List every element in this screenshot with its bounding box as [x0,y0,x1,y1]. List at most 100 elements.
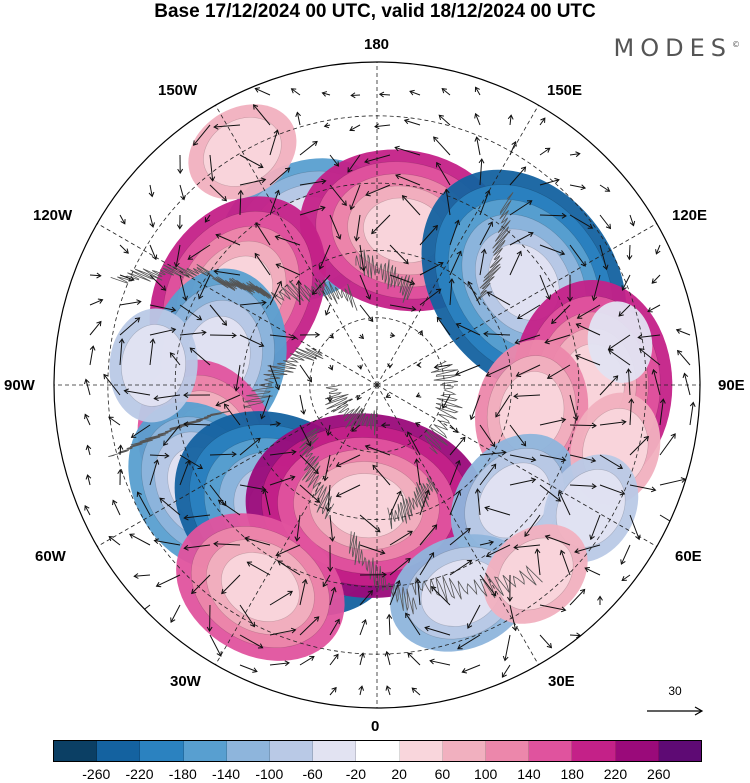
wind-arrow [539,147,551,156]
wind-arrow [569,184,587,191]
wind-arrow [539,177,560,186]
wind-arrow [449,490,462,516]
wind-arrow [597,595,603,606]
wind-arrow [513,393,541,400]
wind-arrow [269,167,291,186]
wind-arrow [441,88,451,96]
colorbar-swatch [615,741,659,761]
wind-arrow [359,544,386,555]
wind-arrow [629,484,657,493]
wind-arrow [621,274,631,291]
wind-arrow [629,435,650,456]
label-120e: 120E [672,207,708,224]
wind-arrow [389,490,402,516]
wind-arrow [269,590,293,606]
wind-arrow [394,145,421,156]
wind-arrow [209,154,216,182]
wind-arrow [469,394,481,421]
wind-arrow [401,195,421,216]
label-0: 0 [371,718,380,735]
wind-arrow [119,299,142,306]
wind-arrow [539,484,562,502]
wind-arrow [509,250,522,276]
wind-arrow [277,560,301,576]
colorbar-tick-label: -180 [168,766,197,782]
wind-arrow [209,304,228,326]
wind-arrow [324,304,331,316]
coastline-segment [110,264,214,284]
wind-arrow [329,514,336,542]
wind-arrow [467,280,481,306]
wind-arrow [170,604,181,623]
coastline-segment [355,249,415,303]
wind-arrow [189,347,211,366]
colorbar-tick-label: 220 [603,766,628,782]
wind-arrow [149,459,160,486]
wind-arrow [479,248,487,276]
wind-arrow [419,524,438,546]
coastline-segment [298,428,335,520]
wind-arrow [204,214,211,223]
wind-arrow [177,154,184,175]
wind-arrow [651,274,661,284]
wind-arrow [436,161,451,186]
wind-arrow [299,484,321,503]
wind-arrow [677,349,691,366]
wind-arrow [449,436,466,456]
wind-arrow [123,388,151,396]
wind-arrow [567,274,573,302]
wind-arrow [449,527,471,546]
wind-arrow [329,214,342,240]
graticule [54,62,700,708]
wind-arrow [569,483,597,490]
label-30e: 30E [548,673,575,690]
brand-logo: MODES© [613,34,740,62]
wind-arrow [321,91,331,97]
colorbar-swatch [572,741,616,761]
wind-arrow [515,364,541,378]
colorbar-tick-label: 140 [517,766,541,782]
wind-arrow [357,364,363,370]
wind-arrow [358,685,365,696]
wind-arrow [539,212,567,219]
wind-arrow [509,477,537,486]
wind-arrow [294,514,301,542]
wind-arrow [350,92,361,99]
wind-arrow [136,491,151,516]
wind-arrow [485,544,511,558]
wind-arrow [557,490,571,516]
wind-arrow [539,417,567,426]
wind-arrow [149,214,155,228]
wind-arrow [159,497,181,516]
wind-arrow [274,234,301,246]
wind-arrow [599,184,611,192]
colorbar-swatch [313,741,357,761]
wind-arrow [389,244,409,265]
wind-arrow [419,288,442,306]
wind-arrow [618,304,631,317]
wind-arrow [353,214,361,242]
wind-arrow [329,653,339,666]
wind-arrow [299,331,321,338]
wind-arrow [569,454,597,463]
coastline-segment [476,192,514,302]
wind-arrow [479,539,495,546]
wind-arrow [209,634,222,657]
wind-arrow [448,278,455,306]
wind-arrow [192,124,211,146]
wind-arrow [364,444,391,456]
wind-arrow [501,664,511,678]
wind-arrow [485,364,511,377]
wind-arrow [455,322,481,336]
meridian-line [376,384,657,547]
wind-arrow [85,444,92,456]
wind-arrow [389,530,413,546]
wind-arrow [129,533,151,546]
wind-arrow [599,214,612,230]
coastline-segment [108,410,230,457]
map-title: Base 17/12/2024 00 UTC, valid 18/12/2024… [154,1,596,22]
wind-arrow [183,514,211,521]
wind-arrow [254,252,271,276]
coastline-segment [324,384,378,436]
wind-arrow [576,304,601,319]
